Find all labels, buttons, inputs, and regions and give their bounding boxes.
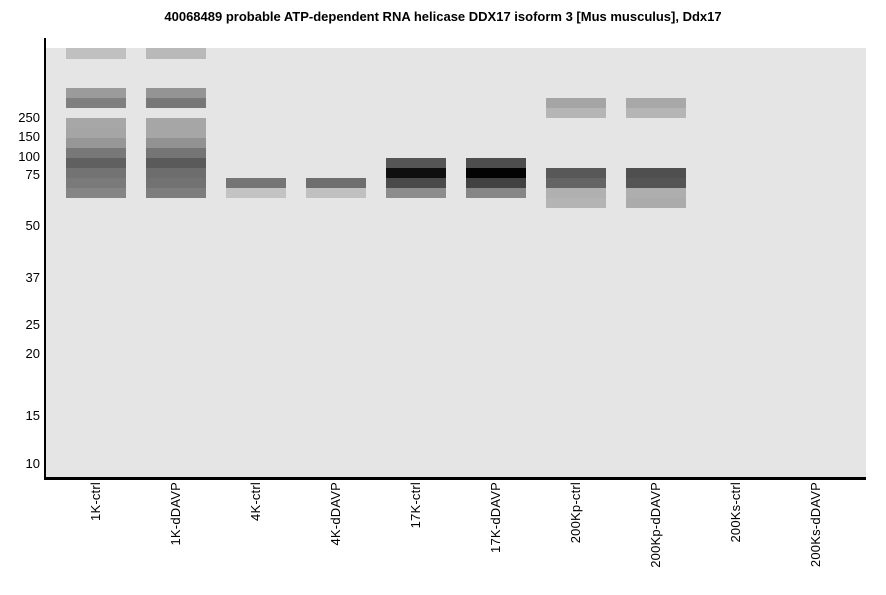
band <box>66 148 126 158</box>
band <box>66 188 126 198</box>
y-axis-line <box>44 38 46 480</box>
band <box>466 168 526 178</box>
y-tick-label-250: 250 <box>18 110 40 125</box>
band <box>226 188 286 198</box>
lane-200Kp-dDAVP <box>626 48 686 477</box>
lane-label-1K-ctrl: 1K-ctrl <box>88 482 103 521</box>
y-tick-label-15: 15 <box>25 408 40 423</box>
band <box>386 168 446 178</box>
band <box>466 178 526 188</box>
band <box>386 188 446 198</box>
lane-17K-ctrl <box>386 48 446 477</box>
band <box>306 188 366 198</box>
band <box>146 98 206 108</box>
band <box>546 108 606 118</box>
y-tick-label-75: 75 <box>25 167 40 182</box>
band <box>626 198 686 208</box>
lane-17K-dDAVP <box>466 48 526 477</box>
band <box>546 98 606 108</box>
band <box>146 168 206 178</box>
lane-200Ks-ctrl <box>706 48 766 477</box>
band <box>146 188 206 198</box>
band <box>146 148 206 158</box>
lane-1K-ctrl <box>66 48 126 477</box>
band <box>66 158 126 168</box>
band <box>66 98 126 108</box>
band <box>546 198 606 208</box>
band <box>626 178 686 188</box>
band <box>146 158 206 168</box>
y-tick-label-25: 25 <box>25 317 40 332</box>
lane-200Ks-dDAVP <box>786 48 846 477</box>
y-tick-label-100: 100 <box>18 149 40 164</box>
band <box>146 138 206 148</box>
lane-200Kp-ctrl <box>546 48 606 477</box>
lane-label-200Kp-dDAVP: 200Kp-dDAVP <box>648 482 663 568</box>
x-axis-line <box>44 477 866 480</box>
band <box>226 178 286 188</box>
y-tick-label-20: 20 <box>25 346 40 361</box>
lane-label-17K-ctrl: 17K-ctrl <box>408 482 423 529</box>
band <box>386 178 446 188</box>
lane-label-200Ks-dDAVP: 200Ks-dDAVP <box>808 482 823 568</box>
y-tick-label-150: 150 <box>18 129 40 144</box>
band <box>546 188 606 198</box>
band <box>66 48 126 59</box>
lane-label-200Ks-ctrl: 200Ks-ctrl <box>728 482 743 543</box>
band <box>146 48 206 59</box>
band <box>626 108 686 118</box>
band <box>146 128 206 138</box>
band <box>66 88 126 98</box>
y-tick-label-50: 50 <box>25 218 40 233</box>
band <box>626 188 686 198</box>
band <box>466 188 526 198</box>
y-tick-label-10: 10 <box>25 456 40 471</box>
lane-4K-ctrl <box>226 48 286 477</box>
band <box>146 88 206 98</box>
band <box>66 178 126 188</box>
band <box>626 98 686 108</box>
lane-label-200Kp-ctrl: 200Kp-ctrl <box>568 482 583 544</box>
lane-label-4K-dDAVP: 4K-dDAVP <box>328 482 343 546</box>
band <box>626 168 686 178</box>
lane-1K-dDAVP <box>146 48 206 477</box>
band <box>66 118 126 128</box>
lane-label-4K-ctrl: 4K-ctrl <box>248 482 263 521</box>
band <box>146 178 206 188</box>
band <box>66 128 126 138</box>
lane-label-17K-dDAVP: 17K-dDAVP <box>488 482 503 553</box>
lane-label-1K-dDAVP: 1K-dDAVP <box>168 482 183 546</box>
band <box>146 118 206 128</box>
band <box>306 178 366 188</box>
band <box>66 138 126 148</box>
figure-title: 40068489 probable ATP-dependent RNA heli… <box>164 9 722 24</box>
band <box>386 158 446 168</box>
lane-4K-dDAVP <box>306 48 366 477</box>
y-tick-label-37: 37 <box>25 270 40 285</box>
band <box>546 168 606 178</box>
band <box>546 178 606 188</box>
band <box>66 168 126 178</box>
band <box>466 158 526 168</box>
